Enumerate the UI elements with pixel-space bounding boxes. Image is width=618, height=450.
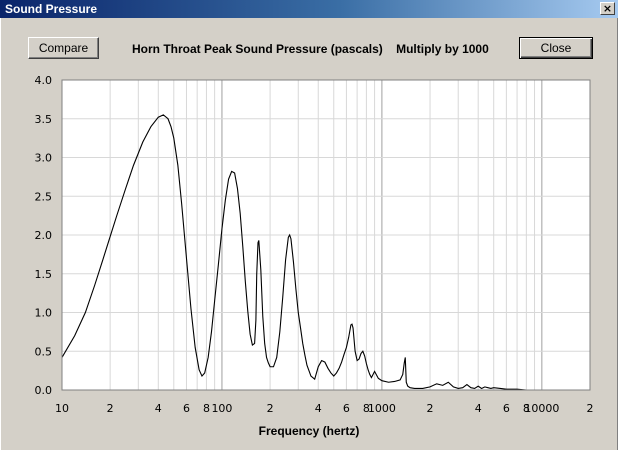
y-tick-label: 2.0 bbox=[35, 229, 53, 242]
x-tick-label: 10000 bbox=[524, 402, 559, 415]
x-tick-label: 100 bbox=[211, 402, 232, 415]
y-tick-label: 1.0 bbox=[35, 307, 53, 320]
y-tick-label: 4.0 bbox=[35, 74, 53, 87]
x-tick-label: 2 bbox=[107, 402, 114, 415]
y-tick-label: 3.0 bbox=[35, 152, 53, 165]
close-icon[interactable]: × bbox=[600, 2, 615, 15]
x-tick-label: 2 bbox=[427, 402, 434, 415]
title-bar[interactable]: Sound Pressure × bbox=[0, 0, 618, 18]
x-tick-label: 6 bbox=[343, 402, 350, 415]
x-tick-label: 4 bbox=[475, 402, 482, 415]
grid-lines bbox=[61, 79, 591, 391]
window-title: Sound Pressure bbox=[5, 2, 98, 16]
x-tick-label: 2 bbox=[267, 402, 274, 415]
x-tick-label: 4 bbox=[155, 402, 162, 415]
x-tick-label: 6 bbox=[183, 402, 190, 415]
chart-title: Horn Throat Peak Sound Pressure (pascals… bbox=[132, 42, 489, 56]
x-tick-label: 8 bbox=[523, 402, 530, 415]
y-tick-label: 0.5 bbox=[35, 345, 53, 358]
compare-button[interactable]: Compare bbox=[28, 37, 99, 59]
x-tick-label: 8 bbox=[203, 402, 210, 415]
x-tick-label: 8 bbox=[363, 402, 370, 415]
y-tick-label: 0.0 bbox=[35, 384, 53, 397]
sound-pressure-line bbox=[61, 114, 527, 391]
x-tick-label: 10 bbox=[55, 402, 69, 415]
x-tick-label: 1000 bbox=[368, 402, 396, 415]
y-tick-label: 3.5 bbox=[35, 113, 53, 126]
y-tick-label: 2.5 bbox=[35, 190, 53, 203]
x-axis-label: Frequency (hertz) bbox=[258, 424, 360, 438]
y-tick-label: 1.5 bbox=[35, 268, 53, 281]
close-button[interactable]: Close bbox=[519, 37, 593, 59]
y-axis-tick-labels: 0.0 0.5 1.0 1.5 2.0 2.5 3.0 3.5 4.0 bbox=[35, 74, 53, 397]
x-tick-label: 6 bbox=[503, 402, 510, 415]
x-tick-label: 4 bbox=[315, 402, 322, 415]
plot-border bbox=[61, 79, 591, 391]
x-tick-label: 2 bbox=[587, 402, 594, 415]
